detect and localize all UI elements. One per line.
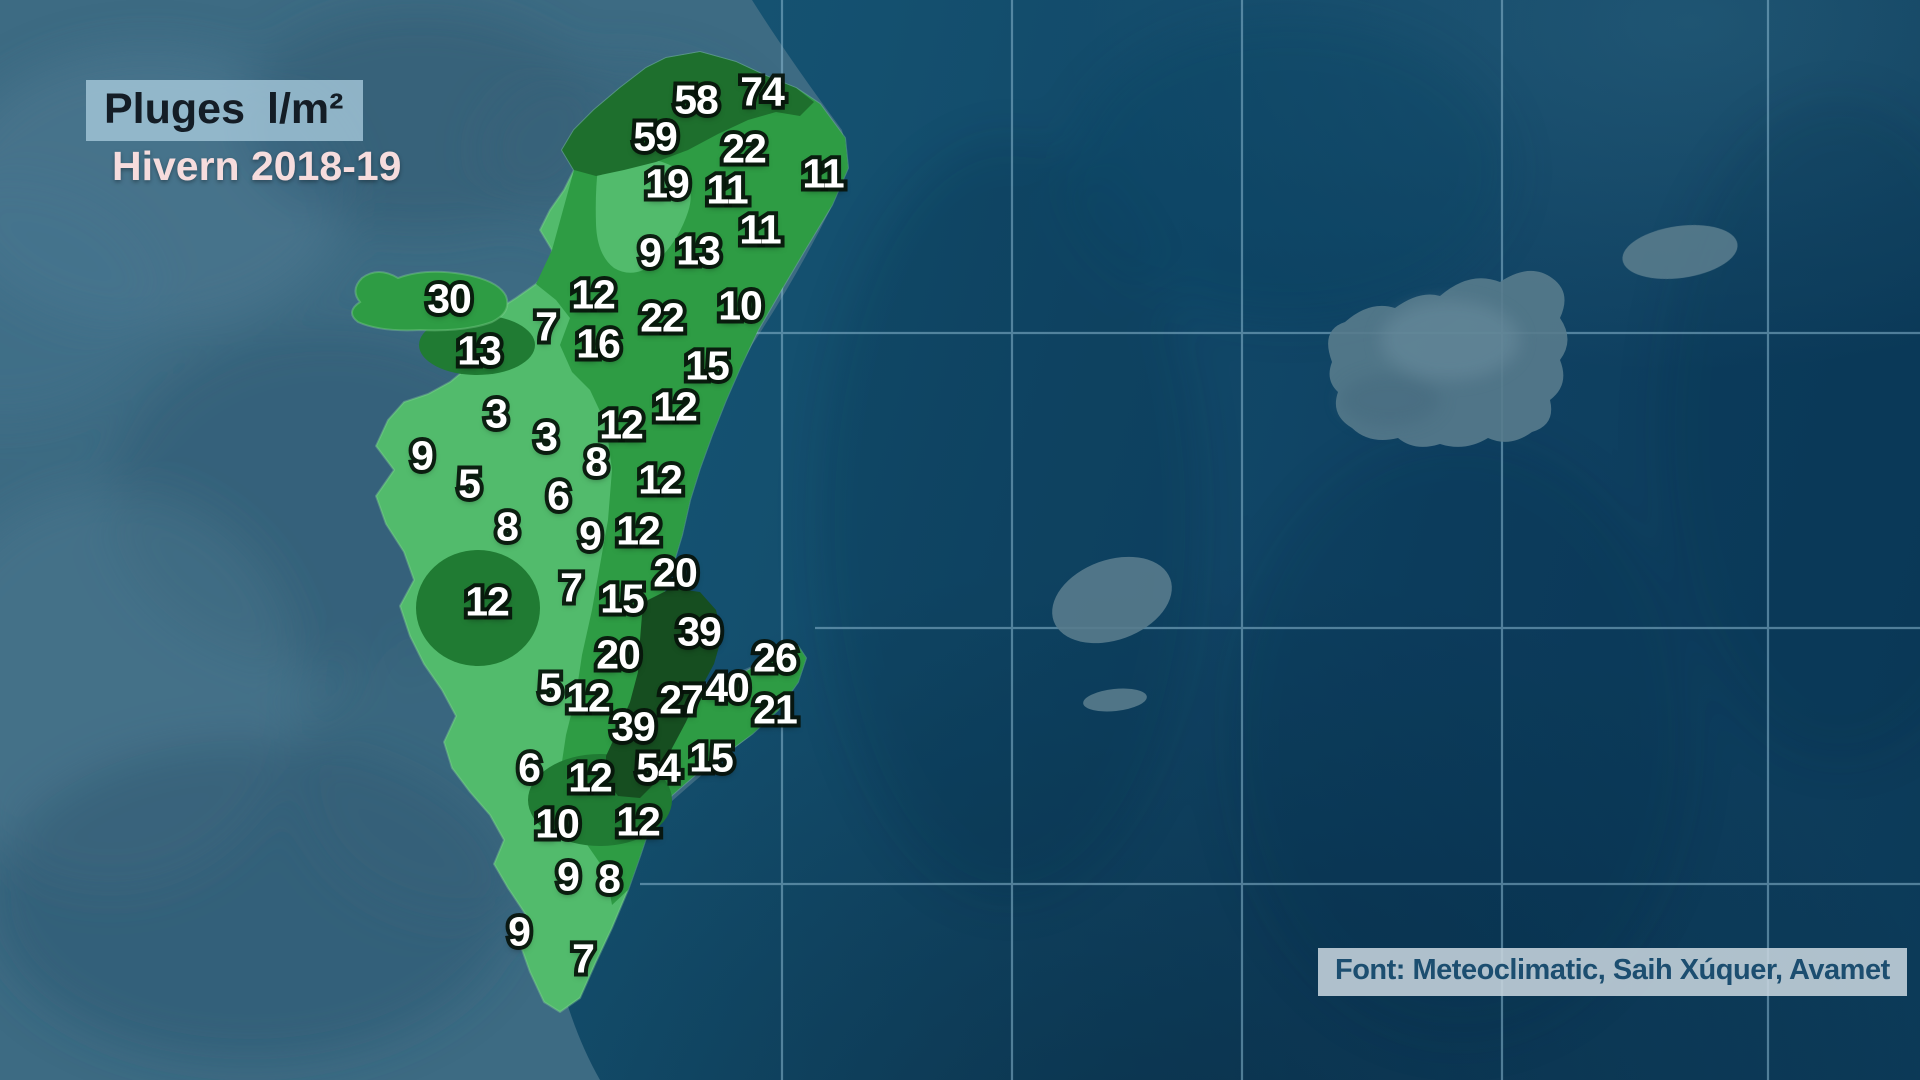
rain-value-label: 12 12	[461, 577, 514, 626]
rain-value-label: 20 20	[592, 630, 645, 679]
rain-value-label: 30 30	[423, 274, 476, 323]
rain-value-label: 12 12	[612, 506, 665, 555]
rain-value-label: 15 15	[596, 574, 649, 623]
rain-patch-dark-12-west	[416, 550, 540, 666]
rain-value-label: 10 10	[531, 799, 584, 848]
island-formentera	[1083, 688, 1147, 712]
rain-value-label: 74 74	[736, 67, 789, 116]
rain-value-label: 11 11	[798, 149, 848, 198]
rain-value-label: 15 15	[681, 341, 734, 390]
rain-value-label: 19 19	[641, 159, 694, 208]
rain-value-label: 10 10	[714, 281, 767, 330]
rain-value-label: 20 20	[649, 548, 702, 597]
rain-value-label: 11 11	[735, 205, 785, 254]
island-menorca	[1622, 225, 1738, 279]
rain-value-label: 21 21	[749, 685, 802, 734]
subtitle-season: Hivern 2018-19	[112, 143, 402, 189]
rain-value-label: 22 22	[636, 293, 689, 342]
island-ibiza	[1052, 556, 1172, 644]
island-texture	[1340, 300, 1520, 426]
rain-value-label: 15 15	[685, 733, 738, 782]
rain-value-label: 54 54	[632, 743, 685, 792]
rain-value-label: 22 22	[718, 124, 771, 173]
page-title: Pluges	[104, 85, 245, 133]
rain-value-label: 27 27	[655, 675, 708, 724]
rain-value-label: 12 12	[564, 753, 617, 802]
rain-value-label: 12 12	[562, 673, 615, 722]
source-credit-text: Font: Meteoclimatic, Saih Xúquer, Avamet	[1335, 954, 1890, 986]
rain-value-label: 39 39	[607, 702, 660, 751]
rain-value-label: 11 11	[702, 165, 752, 214]
source-credit-box: Font: Meteoclimatic, Saih Xúquer, Avamet	[1318, 948, 1907, 996]
rain-value-label: 12 12	[612, 797, 665, 846]
rain-value-label: 13 13	[453, 326, 506, 375]
rain-value-label: 12 12	[567, 270, 620, 319]
graticule	[640, 0, 1920, 1080]
rain-value-label: 40 40	[701, 663, 754, 712]
rain-value-label: 26 26	[749, 633, 802, 682]
rain-value-label: 13 13	[672, 226, 725, 275]
rain-value-label: 12 12	[649, 382, 702, 431]
title-box: Pluges l/m²	[86, 80, 364, 142]
rain-value-label: 58 58	[670, 75, 723, 124]
rain-patch-light-north	[595, 158, 691, 273]
rain-patch-darkest-core	[606, 588, 722, 798]
rain-value-label: 12 12	[634, 455, 687, 504]
rain-value-label: 59 59	[629, 112, 682, 161]
rain-patch-dark-north	[562, 52, 814, 176]
title-unit: l/m²	[267, 85, 344, 133]
rain-region-exclave-30	[351, 270, 509, 332]
rain-value-label: 16 16	[572, 319, 625, 368]
sea-texture	[820, 20, 1920, 1040]
rain-value-label: 39 39	[673, 607, 726, 656]
rain-value-label: 12 12	[595, 400, 648, 449]
